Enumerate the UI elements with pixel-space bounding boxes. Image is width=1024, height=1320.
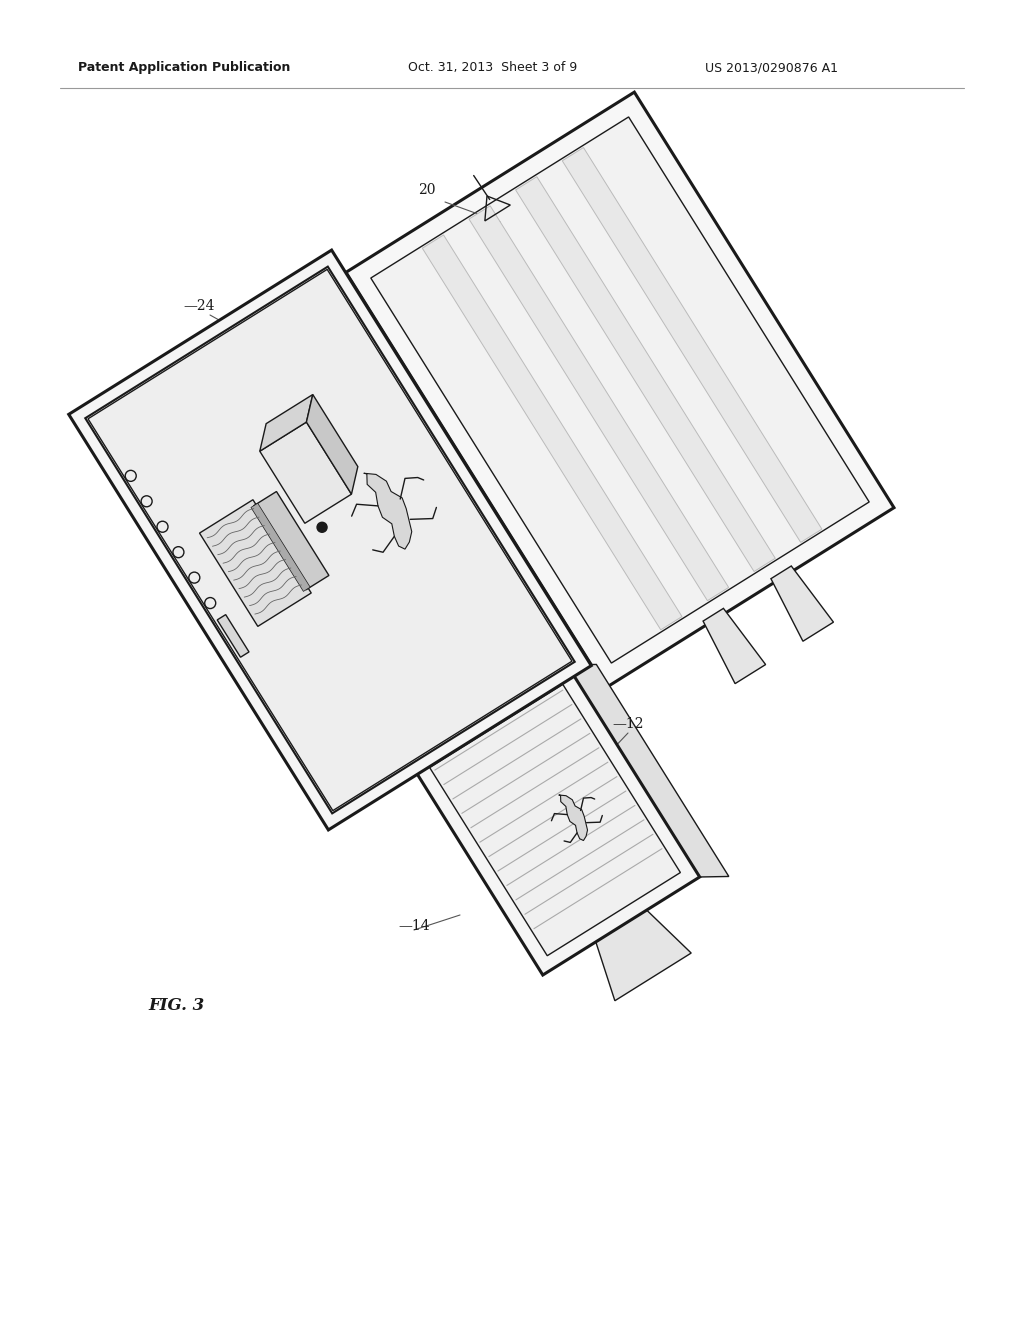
Polygon shape: [469, 206, 729, 601]
Polygon shape: [422, 235, 682, 630]
Polygon shape: [596, 909, 691, 1001]
Polygon shape: [217, 615, 249, 657]
Text: US 2013/0290876 A1: US 2013/0290876 A1: [705, 62, 838, 74]
Polygon shape: [411, 665, 699, 975]
Text: 10: 10: [475, 550, 493, 565]
Text: Oct. 31, 2013  Sheet 3 of 9: Oct. 31, 2013 Sheet 3 of 9: [408, 62, 578, 74]
Text: —18: —18: [268, 418, 299, 433]
Polygon shape: [254, 491, 329, 590]
Text: Patent Application Publication: Patent Application Publication: [78, 62, 291, 74]
Polygon shape: [559, 795, 588, 841]
Text: —14: —14: [398, 919, 430, 933]
Text: 20: 20: [418, 183, 435, 197]
Polygon shape: [371, 117, 869, 663]
Text: 10: 10: [506, 797, 523, 810]
Polygon shape: [562, 148, 822, 543]
Polygon shape: [346, 92, 894, 688]
Polygon shape: [771, 566, 834, 642]
Text: —12: —12: [612, 717, 643, 731]
Circle shape: [317, 523, 327, 532]
Polygon shape: [567, 664, 729, 876]
Polygon shape: [364, 474, 412, 549]
Text: —22: —22: [360, 407, 391, 421]
Polygon shape: [200, 500, 311, 627]
Polygon shape: [85, 267, 574, 813]
Polygon shape: [251, 503, 310, 591]
Polygon shape: [516, 177, 775, 572]
Text: —24: —24: [183, 300, 214, 313]
Polygon shape: [306, 395, 357, 494]
Polygon shape: [69, 249, 591, 830]
Polygon shape: [430, 684, 680, 956]
Polygon shape: [703, 609, 766, 684]
Polygon shape: [88, 269, 572, 810]
Polygon shape: [260, 422, 351, 523]
Polygon shape: [260, 395, 312, 451]
Text: FIG. 3: FIG. 3: [148, 997, 204, 1014]
